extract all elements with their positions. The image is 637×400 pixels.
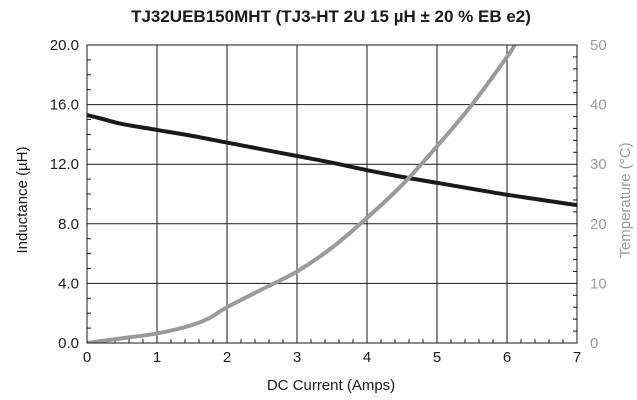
chart-minor-ticks: [87, 56, 577, 343]
x-tick-label: 4: [363, 349, 371, 366]
y-left-axis-label: Inductance (µH): [14, 146, 31, 253]
y-right-tick-label: 30: [590, 156, 607, 173]
y-right-tick-label: 50: [590, 37, 607, 54]
x-tick-label: 3: [293, 349, 301, 366]
x-tick-label: 6: [503, 349, 511, 366]
x-tick-label: 0: [83, 349, 91, 366]
y-left-tick-label: 0.0: [58, 335, 79, 352]
temperature-series-line: [87, 45, 516, 343]
y-right-tick-label: 40: [590, 97, 607, 114]
y-left-tick-label: 16.0: [50, 97, 79, 114]
x-axis-label: DC Current (Amps): [267, 377, 395, 394]
y-left-tick-label: 8.0: [58, 216, 79, 233]
y-left-tick-label: 12.0: [50, 156, 79, 173]
y-right-tick-label: 0: [590, 335, 598, 352]
plot-frame: [86, 44, 578, 344]
y-left-tick-label: 20.0: [50, 37, 79, 54]
y-right-tick-label: 10: [590, 275, 607, 292]
y-left-axis-ticks: 0.0 4.0 8.0 12.0 16.0 20.0: [50, 37, 79, 352]
x-tick-label: 1: [153, 349, 161, 366]
x-tick-label: 7: [573, 349, 581, 366]
y-right-tick-label: 20: [590, 216, 607, 233]
x-axis-ticks: 0 1 2 3 4 5 6 7: [83, 349, 581, 366]
x-tick-label: 2: [223, 349, 231, 366]
y-left-tick-label: 4.0: [58, 275, 79, 292]
y-right-axis-label: Temperature (°C): [617, 142, 634, 257]
chart-series-layer: [87, 45, 577, 343]
x-tick-label: 5: [433, 349, 441, 366]
inductance-series-line: [87, 113, 577, 208]
y-right-axis-ticks: 0 10 20 30 40 50: [590, 37, 607, 352]
chart-title: TJ32UEB150MHT (TJ3-HT 2U 15 µH ± 20 % EB…: [131, 7, 531, 26]
